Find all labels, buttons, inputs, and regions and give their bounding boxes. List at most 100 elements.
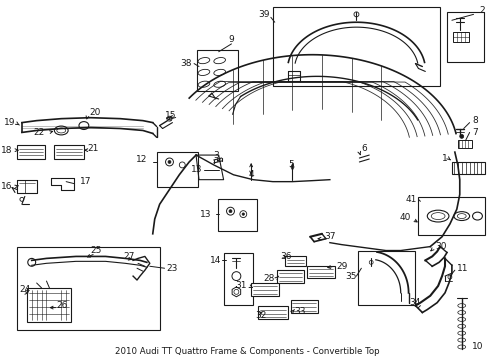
Text: 15: 15: [164, 111, 176, 120]
Text: 28: 28: [263, 274, 274, 283]
Text: 41: 41: [404, 195, 416, 204]
Circle shape: [231, 272, 240, 280]
Circle shape: [20, 197, 24, 201]
Text: 38: 38: [180, 59, 192, 68]
Ellipse shape: [79, 122, 89, 130]
Ellipse shape: [457, 345, 465, 349]
Bar: [418, 197, 485, 235]
Circle shape: [228, 210, 231, 213]
Ellipse shape: [198, 58, 209, 64]
Text: 34: 34: [408, 298, 420, 307]
Text: 22: 22: [33, 128, 44, 137]
Text: 13: 13: [200, 210, 211, 219]
Text: 16: 16: [0, 182, 12, 191]
Text: 37: 37: [324, 232, 335, 241]
Bar: [306, 266, 334, 278]
Bar: [290, 300, 317, 312]
Circle shape: [168, 161, 171, 163]
Text: 5: 5: [288, 161, 294, 170]
Circle shape: [28, 258, 36, 266]
Ellipse shape: [430, 213, 444, 220]
Text: 36: 36: [280, 252, 292, 261]
Ellipse shape: [457, 338, 465, 342]
Text: 26: 26: [56, 301, 67, 310]
Text: 17: 17: [80, 177, 91, 186]
Bar: [17, 247, 159, 330]
Bar: [54, 145, 84, 159]
Text: 14: 14: [210, 256, 221, 265]
Ellipse shape: [213, 81, 225, 87]
Bar: [17, 145, 44, 159]
Bar: [197, 50, 238, 91]
Text: 2: 2: [478, 6, 484, 15]
Bar: [251, 283, 278, 296]
Circle shape: [353, 12, 358, 17]
Bar: [223, 253, 253, 305]
Bar: [358, 251, 415, 305]
Bar: [156, 152, 198, 186]
Text: 33: 33: [294, 307, 305, 316]
Text: 40: 40: [398, 212, 410, 221]
Text: 1: 1: [441, 153, 447, 162]
Bar: [451, 162, 485, 174]
Text: 7: 7: [471, 128, 477, 137]
Text: 4: 4: [248, 170, 253, 179]
Bar: [446, 12, 484, 62]
Circle shape: [233, 289, 238, 294]
Ellipse shape: [57, 128, 65, 133]
Ellipse shape: [427, 210, 448, 222]
Ellipse shape: [213, 69, 225, 76]
Bar: [258, 306, 287, 319]
Bar: [217, 199, 257, 231]
Text: 8: 8: [471, 116, 477, 125]
Text: 18: 18: [0, 146, 12, 155]
Ellipse shape: [471, 212, 482, 220]
Circle shape: [242, 213, 244, 215]
Text: 31: 31: [235, 282, 247, 291]
Text: 19: 19: [3, 118, 15, 127]
Text: 20: 20: [90, 108, 101, 117]
Text: 11: 11: [456, 264, 468, 273]
Text: 25: 25: [91, 246, 102, 255]
Bar: [276, 270, 304, 283]
Bar: [457, 140, 470, 148]
Text: 12: 12: [135, 156, 146, 165]
Bar: [452, 32, 468, 42]
Circle shape: [368, 260, 372, 264]
Text: 35: 35: [344, 271, 356, 280]
Ellipse shape: [457, 318, 465, 321]
Bar: [284, 256, 305, 266]
Bar: [272, 8, 439, 86]
Ellipse shape: [54, 126, 68, 135]
Circle shape: [226, 207, 234, 215]
Ellipse shape: [456, 213, 465, 219]
Circle shape: [459, 134, 463, 138]
Circle shape: [179, 162, 185, 168]
Ellipse shape: [457, 324, 465, 328]
Ellipse shape: [213, 58, 225, 64]
Text: 39: 39: [258, 10, 269, 19]
Ellipse shape: [457, 304, 465, 307]
Text: 30: 30: [434, 242, 446, 251]
Ellipse shape: [198, 69, 209, 76]
Text: 29: 29: [336, 262, 347, 271]
Text: 21: 21: [88, 144, 99, 153]
Bar: [27, 288, 71, 322]
Text: 24: 24: [19, 285, 30, 294]
Circle shape: [165, 158, 173, 166]
Text: 13: 13: [190, 165, 202, 174]
Text: 10: 10: [470, 342, 482, 351]
Circle shape: [239, 211, 246, 217]
Text: 23: 23: [166, 264, 178, 273]
Circle shape: [167, 116, 172, 121]
Ellipse shape: [457, 311, 465, 315]
Text: 2010 Audi TT Quattro Frame & Components - Convertible Top: 2010 Audi TT Quattro Frame & Components …: [115, 347, 379, 356]
Circle shape: [447, 275, 451, 279]
Ellipse shape: [198, 81, 209, 87]
Ellipse shape: [457, 331, 465, 335]
Text: 27: 27: [123, 252, 134, 261]
Text: 32: 32: [255, 311, 266, 320]
Text: 9: 9: [228, 35, 234, 44]
Ellipse shape: [453, 212, 468, 221]
Text: 6: 6: [361, 144, 366, 153]
